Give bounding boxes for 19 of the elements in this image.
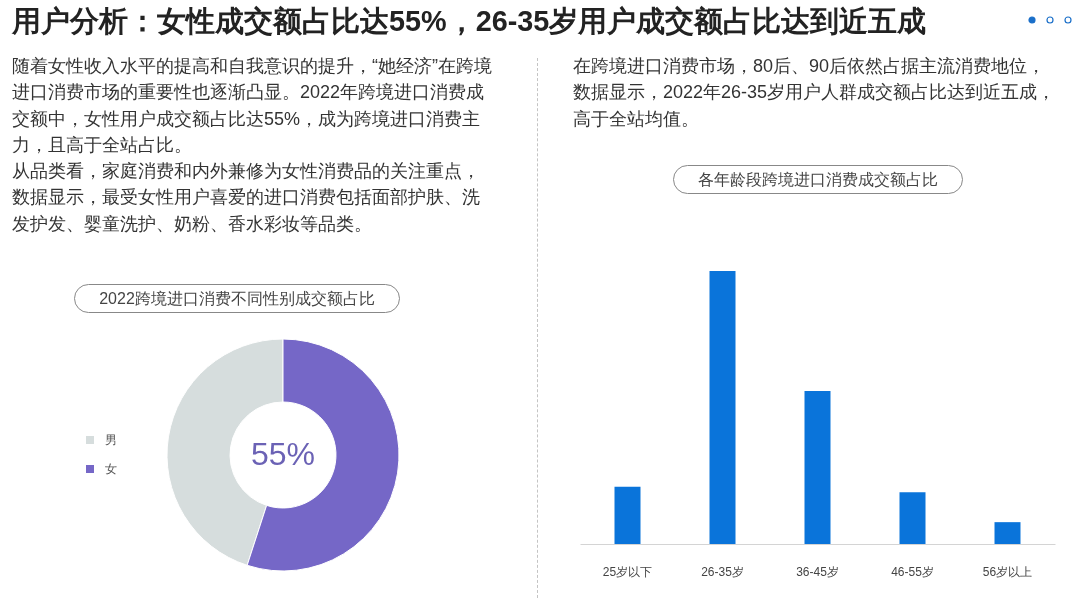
bar: [899, 492, 926, 544]
text: 在跨境进口消费市场，80后、90后依然占据主流消费地位，数据显示，2022年26-35岁用户人群成交额占比达到近五成，高于全站均值。: [573, 55, 1057, 131]
bar: [614, 486, 641, 544]
chart-title: 各年龄段跨境进口消费成交额占比: [697, 171, 938, 188]
text: 从品类看，家庭消费和内外兼修为女性消费品的关注重点，数据显示，最受女性用户喜爱的进口消费包括面部护肤、洗发护发、婴童洗护、奶粉、香水彩妆等品类。: [12, 160, 481, 236]
x-tick-label: 46-55岁: [891, 564, 934, 579]
x-tick-label: 26-35岁: [701, 564, 744, 579]
x-tick-label: 56岁以上: [982, 564, 1033, 579]
text: 随着女性收入水平的提高和自我意识的提升，“她经济”在跨境进口消费市场的重要性也逐渐凸显。2022年跨境进口消费成交额中，女性用户成交额占比达55%，成为跨境进口消费主力，且高于全站占比。: [12, 55, 493, 157]
bar: [804, 391, 831, 544]
legend-label: 男: [105, 433, 117, 447]
x-tick-label: 25岁以下: [602, 564, 653, 579]
chart-title: 2022跨境进口消费不同性别成交额占比: [99, 290, 375, 307]
bar: [709, 271, 736, 544]
text: 55%: [250, 436, 316, 472]
x-tick-label: 36-45岁: [796, 564, 839, 579]
legend-label: 女: [105, 462, 117, 476]
bar: [994, 522, 1021, 544]
text: 用户分析：女性成交额占比达55%，26-35岁用户成交额占比达到近五成: [12, 4, 928, 39]
